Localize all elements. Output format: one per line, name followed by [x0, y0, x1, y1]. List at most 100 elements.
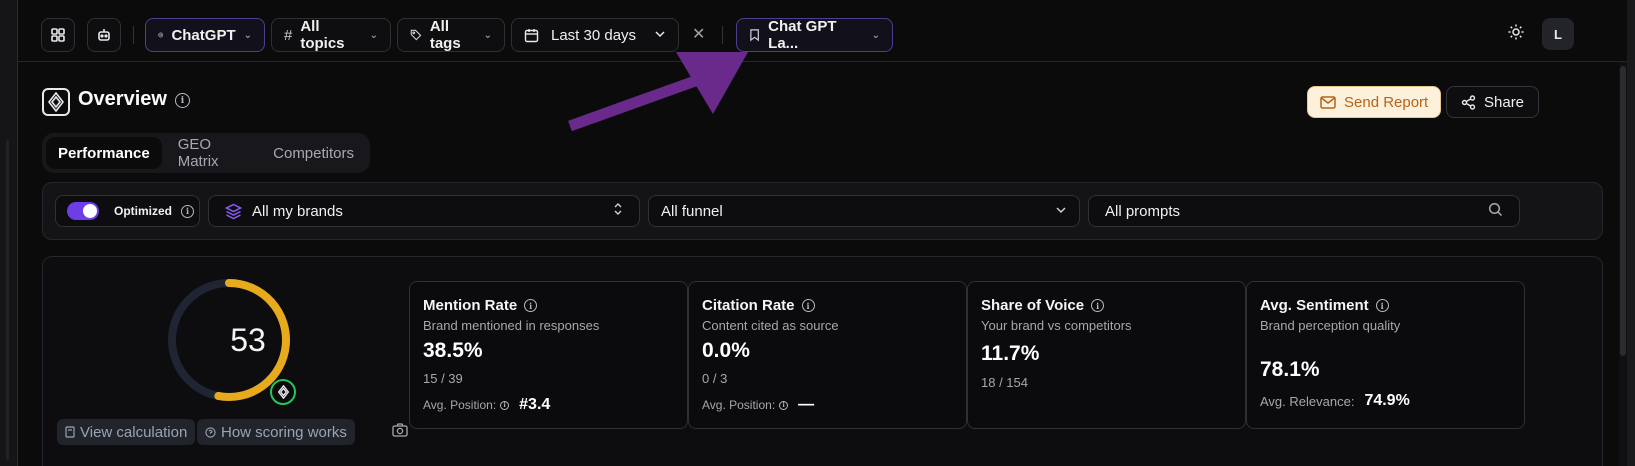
avg-position: Avg. Position: i — — [702, 396, 814, 414]
metric-value: 11.7% — [981, 342, 1040, 365]
top-filter-bar: ChatGPT ⌄ # All topics ⌄ All tags ⌄ Last… — [18, 0, 1628, 62]
metric-subtitle: Content cited as source — [702, 318, 839, 333]
model-label: ChatGPT — [171, 26, 236, 44]
chevron-updown-icon — [613, 202, 623, 220]
metric-value: 78.1% — [1260, 358, 1320, 381]
prompts-search[interactable]: All prompts — [1088, 195, 1520, 227]
robot-icon — [98, 29, 110, 41]
model-selector[interactable]: ChatGPT ⌄ — [145, 18, 265, 52]
avg-position-value: #3.4 — [519, 396, 551, 413]
funnel-selector[interactable]: All funnel — [648, 195, 1080, 227]
sidebar-scroll-track — [6, 140, 9, 460]
app-window: ChatGPT ⌄ # All topics ⌄ All tags ⌄ Last… — [17, 0, 1628, 466]
tab-performance[interactable]: Performance — [46, 137, 162, 169]
metric-title-text: Share of Voice — [981, 297, 1085, 314]
metric-title-text: Mention Rate — [423, 297, 518, 314]
bookmark-icon — [750, 29, 759, 42]
view-calculation-button[interactable]: View calculation — [57, 419, 196, 445]
calendar-icon — [524, 28, 539, 42]
metric-title: Share of Voice i — [981, 297, 1105, 314]
info-icon[interactable]: i — [524, 299, 538, 312]
diamond-logo-icon — [277, 385, 289, 399]
saved-view-selector[interactable]: Chat GPT La... ⌄ — [736, 18, 893, 52]
brand-logo — [42, 88, 70, 116]
tag-icon — [410, 29, 422, 41]
metric-card-avg-sentiment: Avg. Sentiment i Brand perception quality… — [1246, 281, 1525, 429]
brands-selector[interactable]: All my brands — [208, 195, 640, 227]
metric-subtitle: Your brand vs competitors — [981, 318, 1132, 333]
share-icon — [1461, 94, 1476, 110]
filter-panel: Optimized i All my brands All funnel All… — [42, 182, 1603, 240]
share-button[interactable]: Share — [1446, 86, 1540, 118]
date-range-selector[interactable]: Last 30 days — [511, 18, 679, 52]
chevron-down-icon: ⌄ — [871, 29, 880, 41]
info-icon[interactable]: i — [181, 204, 195, 218]
saved-view-label: Chat GPT La... — [768, 18, 837, 52]
brands-label: All my brands — [252, 202, 343, 220]
layers-icon — [225, 203, 242, 219]
search-icon — [1488, 202, 1503, 221]
screenshot-button[interactable] — [392, 423, 408, 442]
left-sidebar-edge — [0, 0, 17, 466]
metric-value: 38.5% — [423, 339, 483, 362]
metric-card-share-of-voice: Share of Voice i Your brand vs competitor… — [967, 281, 1246, 429]
tab-competitors[interactable]: Competitors — [273, 144, 354, 162]
score-ring-fill — [214, 279, 290, 401]
metric-ratio: 0 / 3 — [702, 371, 728, 386]
clear-filters-button[interactable]: ✕ — [692, 24, 705, 44]
tab-geo-matrix[interactable]: GEO Matrix — [177, 136, 219, 170]
info-icon[interactable]: i — [801, 299, 815, 312]
chevron-down-icon: ⌄ — [483, 29, 492, 41]
grid-icon — [51, 28, 65, 42]
avg-relevance-label: Avg. Relevance: — [1260, 393, 1355, 409]
send-report-button[interactable]: Send Report — [1307, 86, 1442, 118]
help-circle-icon — [205, 426, 216, 438]
scrollbar-thumb[interactable] — [1620, 66, 1626, 356]
dashboard-grid-button[interactable] — [41, 18, 75, 52]
how-scoring-label: How scoring works — [221, 423, 347, 441]
metric-ratio: 15 / 39 — [423, 371, 463, 386]
funnel-label: All funnel — [661, 202, 723, 220]
info-icon[interactable]: i — [1091, 299, 1105, 312]
metric-ratio: 18 / 154 — [981, 375, 1028, 390]
avg-position-label: Avg. Position: — [423, 398, 497, 412]
optimized-toggle-group: Optimized i — [55, 195, 200, 227]
hash-icon: # — [284, 26, 293, 44]
close-icon: ✕ — [692, 26, 706, 43]
metric-title: Mention Rate i — [423, 297, 538, 314]
sun-icon — [1508, 24, 1524, 40]
metric-card-mention-rate: Mention Rate i Brand mentioned in respons… — [409, 281, 688, 429]
avg-position-value: — — [798, 396, 815, 413]
metric-title-text: Citation Rate — [702, 297, 795, 314]
optimized-toggle[interactable] — [67, 202, 99, 220]
theme-toggle-button[interactable] — [1508, 24, 1524, 45]
mail-icon — [1320, 95, 1336, 109]
view-calculation-label: View calculation — [80, 423, 188, 441]
metric-value: 0.0% — [702, 339, 750, 362]
date-label: Last 30 days — [551, 26, 637, 44]
metric-title: Avg. Sentiment i — [1260, 297, 1389, 314]
main-scrollbar[interactable] — [1619, 62, 1627, 466]
info-icon[interactable]: i — [500, 400, 510, 410]
info-icon[interactable]: i — [1375, 299, 1389, 312]
brand-badge — [270, 379, 296, 405]
topics-label: All topics — [300, 18, 345, 52]
share-label: Share — [1484, 93, 1525, 111]
how-scoring-works-button[interactable]: How scoring works — [197, 419, 355, 445]
camera-icon — [392, 423, 408, 437]
optimized-label: Optimized — [114, 204, 173, 218]
prompts-label: All prompts — [1105, 202, 1181, 220]
metric-subtitle: Brand mentioned in responses — [423, 318, 600, 333]
info-icon[interactable]: i — [175, 93, 190, 108]
avg-relevance: Avg. Relevance: 74.9% — [1260, 392, 1410, 410]
metric-card-citation-rate: Citation Rate i Content cited as source 0… — [688, 281, 967, 429]
view-tabs: Performance GEO Matrix Competitors — [42, 133, 370, 173]
user-avatar[interactable]: L — [1542, 18, 1574, 50]
metric-subtitle: Brand perception quality — [1260, 318, 1401, 333]
info-icon[interactable]: i — [779, 400, 789, 410]
tags-selector[interactable]: All tags ⌄ — [397, 18, 505, 52]
bot-button[interactable] — [87, 18, 121, 52]
tags-label: All tags — [429, 18, 461, 52]
toolbar-divider — [722, 26, 723, 44]
topics-selector[interactable]: # All topics ⌄ — [271, 18, 391, 52]
